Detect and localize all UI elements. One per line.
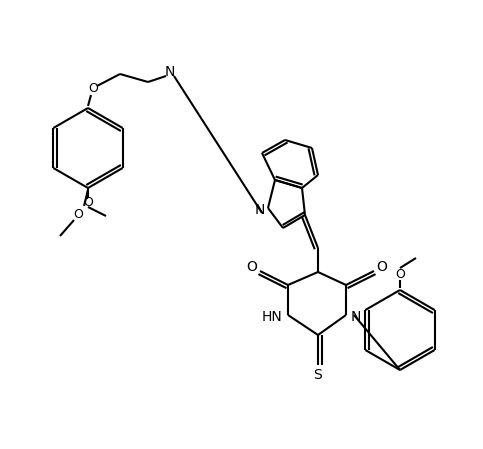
Text: O: O: [83, 195, 93, 208]
Text: O: O: [246, 260, 257, 274]
Text: O: O: [377, 260, 387, 274]
Text: O: O: [395, 268, 405, 281]
Text: HN: HN: [262, 310, 283, 324]
Text: N: N: [255, 203, 265, 217]
Text: N: N: [165, 65, 175, 79]
Text: S: S: [313, 368, 322, 382]
Text: N: N: [351, 310, 361, 324]
Text: O: O: [88, 83, 98, 96]
Text: O: O: [73, 207, 83, 220]
